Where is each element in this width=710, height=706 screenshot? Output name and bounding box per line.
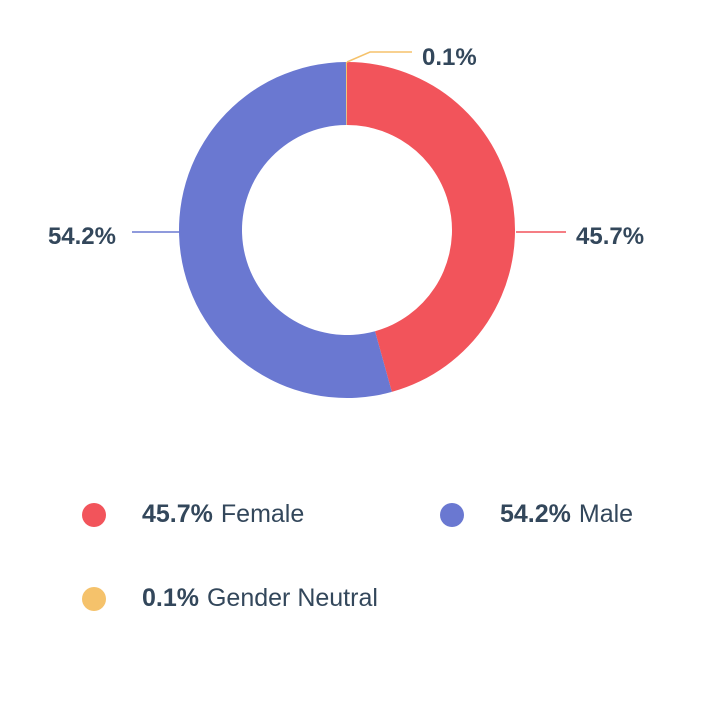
slice-callouts: 45.7% 54.2% 0.1% xyxy=(48,44,644,250)
legend-female-label: Female xyxy=(220,500,305,528)
legend-female-pct: 45.7% xyxy=(142,500,213,528)
callout-line-gender-neutral xyxy=(346,51,412,63)
legend-male-label: Male xyxy=(578,500,634,528)
slice-gender-neutral[interactable] xyxy=(345,62,347,126)
slice-female[interactable] xyxy=(347,62,515,392)
legend-item-male[interactable]: 54.2% Male xyxy=(440,500,633,529)
data-label-male: 54.2% xyxy=(48,223,116,250)
legend-item-female[interactable]: 45.7% Female xyxy=(82,500,304,529)
legend-item-gender-neutral[interactable]: 0.1% Gender Neutral xyxy=(82,584,378,613)
male-dot-icon xyxy=(440,502,464,527)
legend-neutral-label: Gender Neutral xyxy=(206,584,378,612)
donut-chart: 45.7% 54.2% 0.1% xyxy=(48,44,644,399)
legend-male-pct: 54.2% xyxy=(500,500,571,528)
data-label-gender-neutral: 0.1% xyxy=(422,44,477,71)
data-label-female: 45.7% xyxy=(576,223,644,250)
donut-slices xyxy=(178,62,515,399)
legend-neutral-pct: 0.1% xyxy=(142,584,199,612)
female-dot-icon xyxy=(82,502,106,527)
slice-male[interactable] xyxy=(178,62,392,399)
gender-neutral-dot-icon xyxy=(82,586,106,611)
